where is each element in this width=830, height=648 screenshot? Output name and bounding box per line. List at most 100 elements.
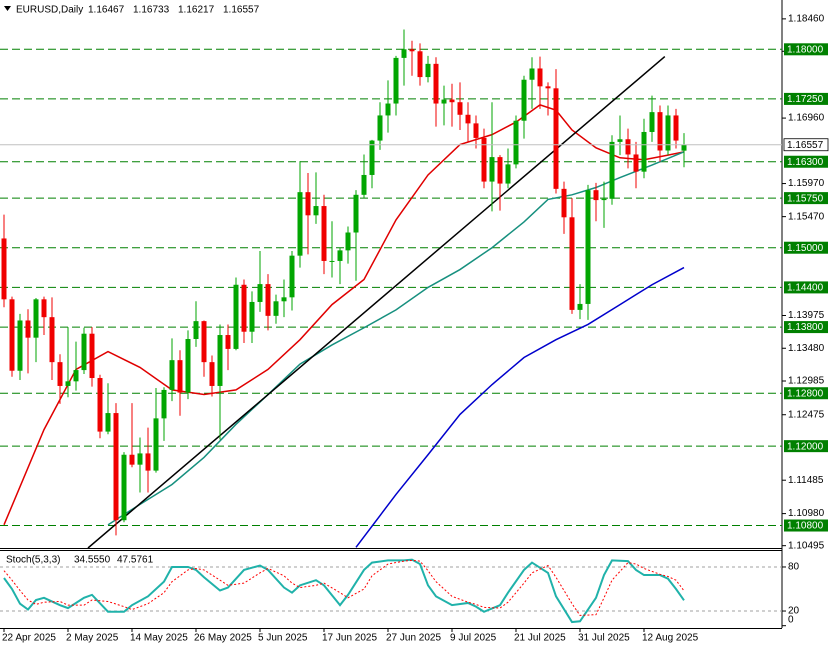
stochastic-main-value: 34.5550 xyxy=(74,555,111,566)
level-label-box xyxy=(784,241,828,254)
x-tick-label: 12 Aug 2025 xyxy=(642,633,699,644)
axes: 1.184601.179701.169601.159701.154701.139… xyxy=(2,14,829,644)
y-tick-label: 1.10980 xyxy=(788,508,825,519)
level-label: 1.12800 xyxy=(787,388,824,399)
y-tick-label: 1.13975 xyxy=(788,310,825,321)
overlay-line xyxy=(3,104,685,526)
candle-body xyxy=(161,389,167,419)
level-label: 1.16300 xyxy=(787,157,824,168)
x-tick-label: 5 Jun 2025 xyxy=(258,633,308,644)
x-tick-label: 2 May 2025 xyxy=(66,633,119,644)
candle-body xyxy=(609,141,615,199)
candle-body xyxy=(217,335,223,386)
header-close: 1.16557 xyxy=(223,5,260,16)
candle-body xyxy=(617,139,623,142)
current-price-box xyxy=(783,138,829,152)
level-label: 1.14400 xyxy=(787,283,824,294)
candle-body xyxy=(449,99,455,103)
candle-body xyxy=(1,238,7,300)
candle-body xyxy=(9,299,15,371)
level-label: 1.17250 xyxy=(787,94,824,105)
candle-body xyxy=(121,454,127,521)
candle-body xyxy=(513,120,519,165)
candle-body xyxy=(105,413,111,432)
candle-body xyxy=(473,123,479,138)
candle-body xyxy=(409,49,415,52)
symbol-title: EURUSD,Daily xyxy=(16,5,83,16)
header-high: 1.16733 xyxy=(133,5,170,16)
candle-body xyxy=(353,194,359,233)
stochastic-title: Stoch(5,3,3) xyxy=(6,555,60,566)
level-label-box xyxy=(784,387,828,400)
candle-body xyxy=(97,378,103,432)
candle-body xyxy=(681,144,687,151)
x-tick-label: 22 Apr 2025 xyxy=(2,633,56,644)
x-tick-label: 21 Jul 2025 xyxy=(514,633,566,644)
y-tick-label: 1.15470 xyxy=(788,211,825,222)
candle-body xyxy=(257,284,263,302)
candle-body xyxy=(209,362,215,386)
candle-body xyxy=(345,232,351,251)
candle-body xyxy=(89,333,95,379)
candle-body xyxy=(601,198,607,201)
candle-body xyxy=(361,174,367,195)
main-panel xyxy=(0,29,782,548)
level-label-box xyxy=(784,321,828,334)
candle-body xyxy=(241,284,247,332)
overlay-line xyxy=(107,151,685,526)
candle-body xyxy=(305,192,311,216)
candle-body xyxy=(665,115,671,151)
candle-body xyxy=(633,154,639,172)
candle-body xyxy=(137,453,143,465)
x-tick-label: 9 Jul 2025 xyxy=(450,633,497,644)
candle-body xyxy=(17,320,23,371)
candle-body xyxy=(49,317,55,363)
level-label: 1.15750 xyxy=(787,193,824,204)
candle-body xyxy=(561,188,567,218)
level-label-box xyxy=(784,281,828,294)
candle-body xyxy=(569,217,575,310)
candle-body xyxy=(177,360,183,393)
level-label-box xyxy=(784,43,828,56)
level-label: 1.18000 xyxy=(787,44,824,55)
stochastic-line xyxy=(3,559,685,616)
candle-body xyxy=(529,68,535,80)
candle-body xyxy=(33,299,39,338)
candle-body xyxy=(489,157,495,182)
candle-body xyxy=(273,301,279,316)
stochastic-line xyxy=(3,558,685,624)
candle-body xyxy=(201,321,207,363)
candle-body xyxy=(625,139,631,155)
level-label-box xyxy=(784,92,828,105)
candle-body xyxy=(281,297,287,302)
level-label-box xyxy=(784,155,828,168)
collapse-icon xyxy=(4,6,11,11)
candle-body xyxy=(465,114,471,124)
candle-body xyxy=(81,333,87,371)
candle-body xyxy=(537,68,543,87)
candle-body xyxy=(25,320,31,338)
x-tick-label: 26 May 2025 xyxy=(194,633,252,644)
candle-body xyxy=(337,250,343,261)
candle-body xyxy=(425,63,431,78)
candle-body xyxy=(297,192,303,256)
header-open: 1.16467 xyxy=(88,5,125,16)
candle-body xyxy=(193,321,199,339)
candle-body xyxy=(657,112,663,151)
x-tick-label: 31 Jul 2025 xyxy=(578,633,630,644)
y-tick-label: 1.12985 xyxy=(788,376,825,387)
level-label-box xyxy=(784,440,828,453)
candle-body xyxy=(369,140,375,175)
candle-body xyxy=(649,112,655,132)
candle-body xyxy=(73,370,79,382)
candle-body xyxy=(153,418,159,471)
header-low: 1.16217 xyxy=(178,5,215,16)
candle-body xyxy=(313,206,319,216)
stochastic-panel xyxy=(0,558,782,624)
candle-body xyxy=(265,284,271,316)
stochastic-tick-label: 80 xyxy=(788,562,800,573)
candle-body xyxy=(433,63,439,104)
level-label: 1.10800 xyxy=(787,521,824,532)
overlay-line xyxy=(355,266,685,548)
